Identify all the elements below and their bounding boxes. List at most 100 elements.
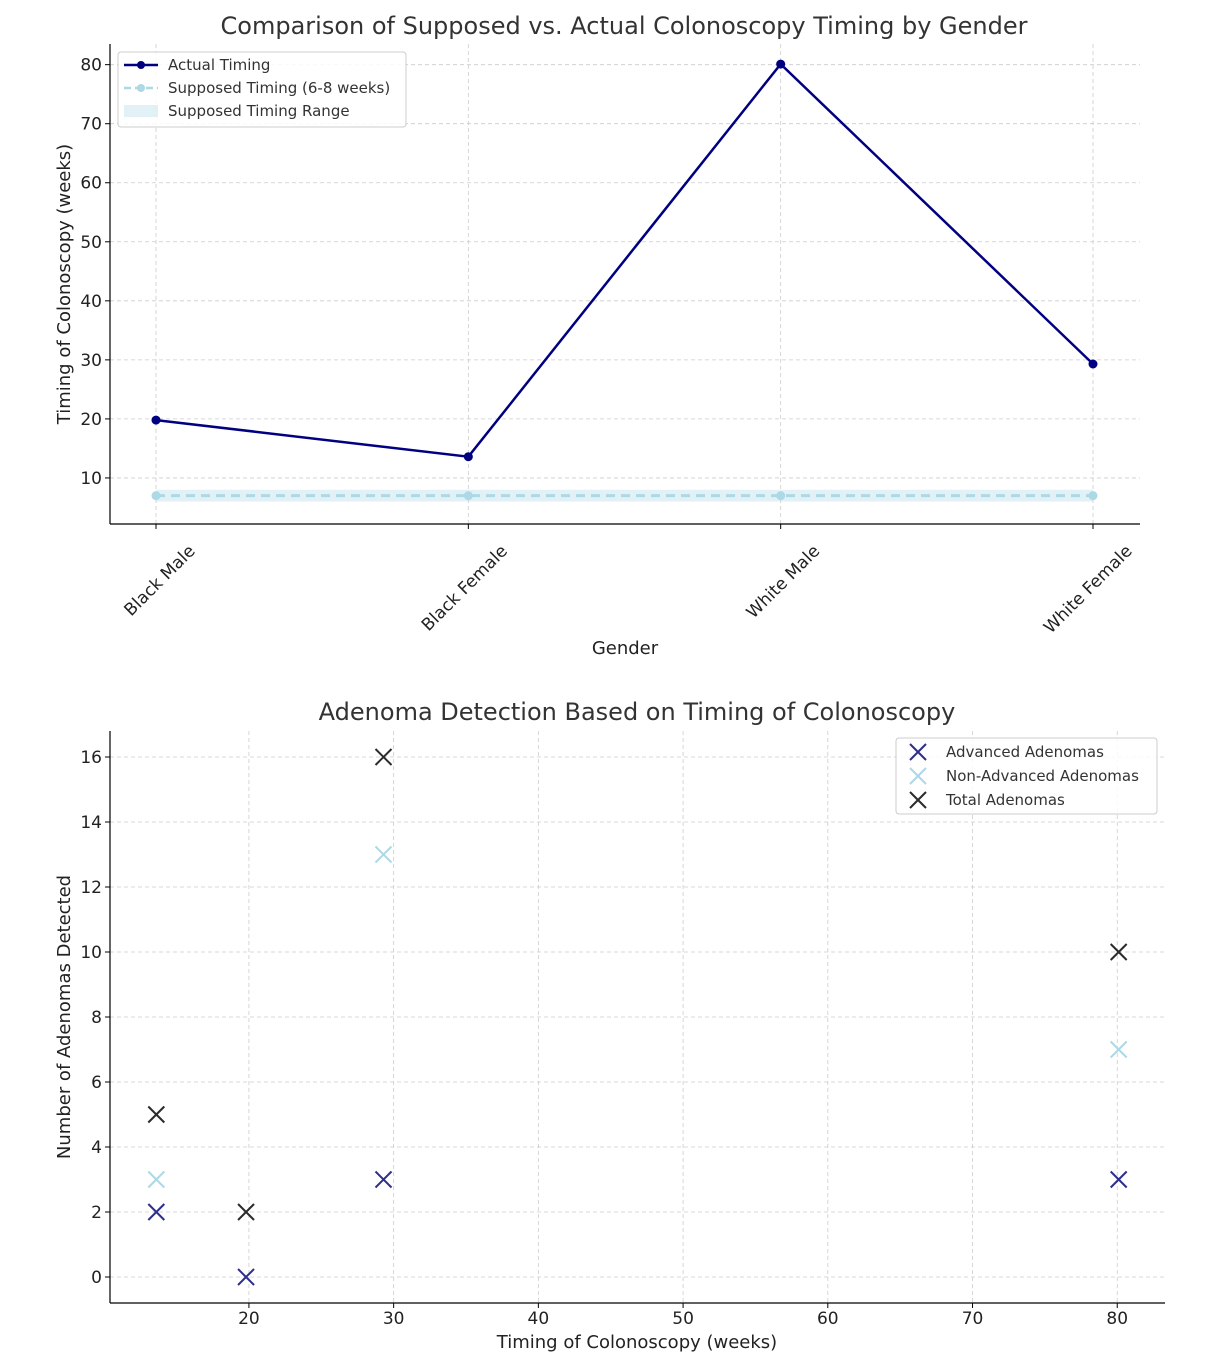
x-tick-label-black-male: Black Male — [121, 541, 200, 620]
data-point — [147, 1105, 166, 1124]
data-point — [776, 59, 786, 69]
legend: Advanced Adenomas Non-Advanced Adenomas To… — [895, 737, 1158, 815]
legend-label: Supposed Timing (6-8 weeks) — [168, 79, 390, 97]
legend-marker — [909, 791, 927, 809]
data-point — [1109, 1170, 1128, 1189]
y-tick-label: 80 — [80, 56, 102, 76]
legend-marker — [909, 767, 927, 785]
legend-label: Actual Timing — [168, 56, 270, 74]
y-tick-label: 6 — [91, 1073, 102, 1093]
y-tick-label: 60 — [80, 174, 102, 194]
series-layer — [147, 748, 1128, 1286]
grid — [110, 731, 1165, 1303]
y-tick-label: 70 — [80, 115, 102, 135]
x-axis-label: Gender — [592, 638, 659, 659]
x-tick-label: 60 — [817, 1309, 839, 1329]
marker-stroke — [147, 1105, 166, 1124]
series-total-adenomas — [147, 748, 1128, 1221]
legend-item-supposed-timing-6-8-weeks: Supposed Timing (6-8 weeks) — [124, 79, 390, 97]
data-point — [776, 491, 786, 501]
legend: Actual Timing Supposed Timing (6-8 weeks)… — [117, 51, 407, 128]
legend-label: Supposed Timing Range — [168, 102, 350, 120]
x-tick-label-white-female: White Female — [1040, 541, 1136, 637]
legend-marker — [137, 61, 145, 69]
legend-item-supposed-timing-range: Supposed Timing Range — [124, 102, 350, 120]
marker-stroke — [147, 1203, 166, 1221]
x-tick-label: 50 — [672, 1309, 694, 1329]
data-point — [374, 748, 393, 766]
y-tick-label: 14 — [80, 813, 102, 833]
y-tick-label: 30 — [80, 351, 102, 371]
series-actual-timing — [151, 59, 1098, 462]
data-point — [237, 1203, 255, 1221]
legend-label: Total Adenomas — [945, 791, 1065, 809]
x-tick-label: 20 — [238, 1309, 260, 1329]
data-point — [1109, 1040, 1128, 1059]
y-axis-label: Timing of Colonoscopy (weeks) — [54, 144, 75, 425]
x-tick-label: 30 — [383, 1309, 405, 1329]
data-point — [1088, 491, 1098, 501]
series-supposed-timing-6-8-weeks — [151, 491, 1098, 501]
legend-item-advanced-adenomas: Advanced Adenomas — [909, 743, 1104, 761]
x-tick-label: 70 — [962, 1309, 984, 1329]
data-point — [147, 1170, 166, 1189]
marker-stroke — [909, 743, 927, 761]
legend-marker — [137, 84, 145, 92]
y-tick-label: 10 — [80, 469, 102, 489]
y-tick-label: 2 — [91, 1203, 102, 1223]
x-tick-label: 80 — [1106, 1309, 1128, 1329]
y-tick-label: 10 — [80, 943, 102, 963]
y-tick-label: 0 — [91, 1268, 102, 1288]
marker-stroke — [1109, 943, 1128, 961]
legend-label: Non-Advanced Adenomas — [946, 767, 1139, 785]
legend-item-actual-timing: Actual Timing — [124, 56, 270, 74]
chart-title: Adenoma Detection Based on Timing of Col… — [319, 698, 956, 726]
series-non-advanced-adenomas — [147, 845, 1128, 1189]
y-tick-label: 20 — [80, 410, 102, 430]
legend-label: Advanced Adenomas — [946, 743, 1104, 761]
marker-stroke — [374, 748, 393, 766]
y-tick-label: 50 — [80, 233, 102, 253]
adenoma-scatter-chart: Adenoma Detection Based on Timing of Col… — [54, 698, 1165, 1353]
marker-stroke — [147, 1170, 166, 1189]
y-axis-label: Number of Adenomas Detected — [54, 875, 75, 1159]
legend-swatch — [124, 105, 158, 117]
data-point — [237, 1268, 255, 1286]
data-point — [374, 845, 393, 864]
series-advanced-adenomas — [147, 1170, 1128, 1286]
series-layer — [151, 59, 1098, 501]
marker-stroke — [909, 767, 927, 785]
x-axis-label: Timing of Colonoscopy (weeks) — [496, 1332, 777, 1353]
y-tick-label: 16 — [80, 748, 102, 768]
marker-stroke — [1109, 1170, 1128, 1189]
legend-item-total-adenomas: Total Adenomas — [909, 791, 1065, 809]
data-point — [151, 491, 161, 501]
x-tick-label-white-male: White Male — [743, 541, 824, 622]
data-point — [1088, 359, 1098, 369]
marker-stroke — [1109, 1040, 1128, 1059]
axes — [105, 731, 1165, 1308]
x-tick-label-black-female: Black Female — [418, 541, 512, 635]
marker-stroke — [237, 1268, 255, 1286]
y-tick-label: 4 — [91, 1138, 102, 1158]
axes — [105, 44, 1140, 529]
timing-line-chart: Comparison of Supposed vs. Actual Colono… — [54, 12, 1140, 659]
chart-title: Comparison of Supposed vs. Actual Colono… — [221, 12, 1028, 40]
marker-stroke — [237, 1203, 255, 1221]
legend-item-non-advanced-adenomas: Non-Advanced Adenomas — [909, 767, 1139, 785]
y-tick-label: 40 — [80, 292, 102, 312]
data-point — [463, 452, 473, 462]
marker-stroke — [374, 845, 393, 864]
y-tick-label: 8 — [91, 1008, 102, 1028]
data-point — [147, 1203, 166, 1221]
tick-labels: 0 2 4 6 8 10 12 14 16 20 30 40 50 60 70 80 — [80, 748, 1128, 1329]
data-point — [374, 1170, 393, 1189]
legend-marker — [909, 743, 927, 761]
marker-stroke — [374, 1170, 393, 1189]
y-tick-label: 12 — [80, 878, 102, 898]
data-point — [1109, 943, 1128, 961]
data-point — [151, 415, 161, 425]
marker-stroke — [909, 791, 927, 809]
tick-labels: 10 20 30 40 50 60 70 80 Black Male Black Female Wh… — [80, 56, 1136, 638]
